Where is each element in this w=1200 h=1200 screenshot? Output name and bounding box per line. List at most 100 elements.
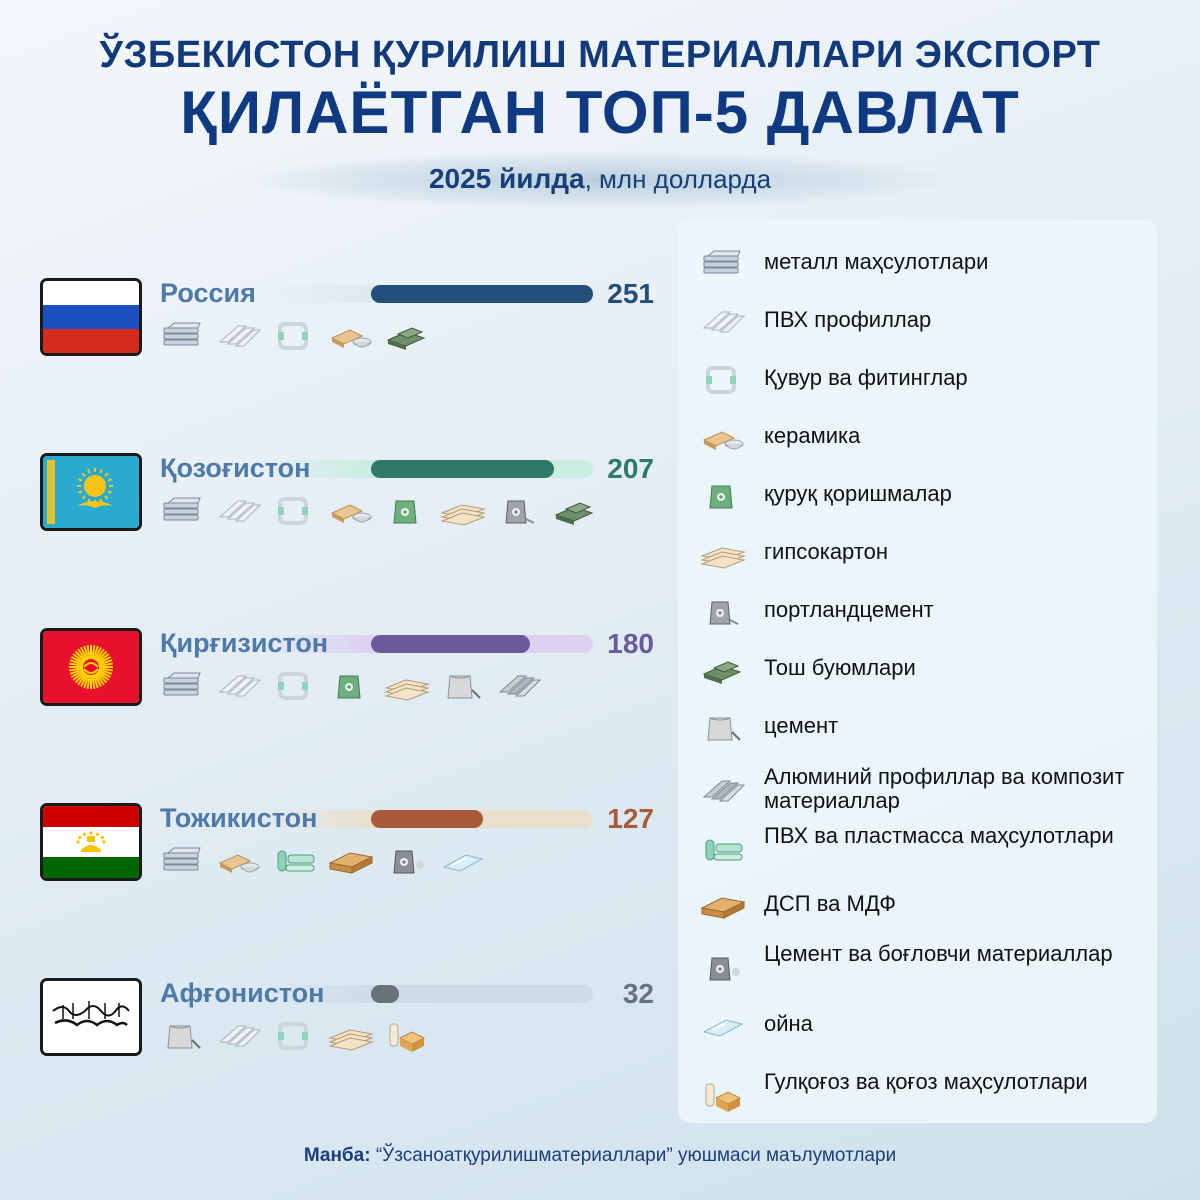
tajikistan-flag-image (43, 806, 139, 878)
kazakhstan-flag (40, 453, 142, 531)
pvc-profile-icon (218, 500, 262, 522)
source-label: Манба: (303, 1145, 371, 1166)
cement-icon (167, 1025, 201, 1049)
legend-label: Алюминий профиллар ва композит материалл… (764, 764, 1125, 813)
subtitle-background (250, 152, 950, 208)
wallpaper-icon (389, 1023, 426, 1052)
value-label: 207 (607, 453, 654, 484)
bar (371, 635, 530, 653)
country-label: Россия (160, 278, 256, 308)
ceramics-icon (218, 854, 260, 873)
pipes-icon (278, 672, 308, 700)
country-label: Афғонистон (160, 978, 325, 1008)
chipboard-icon (328, 852, 374, 874)
legend-label: Гулқоғоз ва қоғоз маҳсулотлари (764, 1069, 1088, 1094)
chipboard-icon (700, 897, 746, 919)
kyrgyzstan-flag (40, 628, 142, 706)
legend-label: Цемент ва боғловчи материаллар (764, 941, 1113, 966)
legend-panel: металл маҳсулотлари ПВХ профиллар Қувур ва… (678, 220, 1157, 1123)
pipes-icon (278, 1022, 308, 1050)
subtitle-unit: , млн долларда (584, 164, 772, 194)
country-row: Қозоғистон 207 (40, 453, 680, 573)
dry-mix-icon (393, 500, 417, 524)
pvc-profile-icon (702, 311, 746, 333)
legend-label: портландцемент (764, 597, 934, 622)
value-label: 251 (607, 278, 654, 309)
country-label: Қирғизистон (160, 628, 329, 658)
russia-flag-image (43, 281, 139, 353)
pipes-icon (278, 497, 308, 525)
cement-icon (707, 717, 741, 741)
source-text: “Ўзсаноатқурилишматериаллари” уюшмаси ма… (370, 1145, 897, 1166)
ceramics-icon (702, 431, 744, 450)
aluminium-icon (498, 675, 542, 697)
country-label: Қозоғистон (160, 453, 311, 483)
pvc-profile-icon (218, 675, 262, 697)
stone-icon (554, 502, 594, 525)
binders-icon (709, 957, 740, 981)
cement-icon (447, 675, 481, 699)
pvc-profile-icon (218, 1025, 262, 1047)
legend-label: гипсокартон (764, 539, 889, 564)
country-row: Тожикистон 127 (40, 803, 680, 923)
metal-icon (703, 250, 741, 274)
legend-label: ПВХ ва пластмасса маҳсулотлари (764, 823, 1114, 848)
value-label: 127 (607, 803, 654, 834)
bar (371, 810, 483, 828)
dry-mix-icon (709, 485, 733, 509)
legend-label: металл маҳсулотлари (764, 249, 989, 274)
drywall-icon (328, 1029, 374, 1051)
value-label: 180 (607, 628, 654, 659)
ceramics-icon (330, 329, 372, 348)
bar-track (260, 985, 593, 1003)
metal-icon (163, 497, 201, 521)
country-row: Қирғизистон 180 (40, 628, 680, 748)
glass-icon (702, 1019, 744, 1037)
subtitle-year: 2025 йилда (428, 163, 585, 194)
metal-icon (163, 322, 201, 346)
legend-label: ДСП ва МДФ (764, 891, 896, 916)
bar (371, 460, 554, 478)
subtitle: 2025 йилда, млн долларда (0, 163, 1200, 195)
title-line-2: ҚИЛАЁТГАН ТОП-5 ДАВЛАТ (180, 79, 1020, 146)
pvc-profile-icon (218, 325, 262, 347)
legend-label: Тош буюмлари (764, 655, 916, 680)
kyrgyzstan-flag-image (43, 631, 139, 703)
wallpaper-icon (705, 1083, 742, 1112)
tajikistan-flag (40, 803, 142, 881)
drywall-icon (440, 504, 486, 526)
country-row: Афғонистон 32 (40, 978, 680, 1098)
legend-label: ПВХ профиллар (764, 307, 932, 332)
aluminium-icon (702, 780, 746, 802)
russia-flag (40, 278, 142, 356)
legend-label: керамика (764, 423, 861, 448)
country-row: Россия 251 (40, 278, 680, 398)
kazakhstan-flag-image (43, 456, 139, 528)
source-note: Манба: “Ўзсаноатқурилишматериаллари” уюш… (0, 1145, 1200, 1167)
pipes-icon (706, 366, 736, 394)
metal-icon (163, 672, 201, 696)
binders-icon (393, 850, 424, 874)
title-line-1: ЎЗБЕКИСТОН ҚУРИЛИШ МАТЕРИАЛЛАРИ ЭКСПОРТ (99, 34, 1101, 76)
metal-icon (163, 847, 201, 871)
dry-mix-icon (337, 675, 361, 699)
portland-cement-icon (505, 500, 535, 524)
drywall-icon (700, 547, 746, 569)
glass-icon (442, 854, 484, 872)
country-label: Тожикистон (160, 803, 318, 833)
ceramics-icon (330, 504, 372, 523)
bar (371, 985, 399, 1003)
legend-label: Қувур ва фитинглар (764, 365, 968, 390)
legend-label: қуруқ қоришмалар (764, 481, 952, 506)
pipes-icon (278, 322, 308, 350)
afghanistan-flag (40, 978, 142, 1056)
portland-cement-icon (709, 601, 739, 625)
plastic-icon (277, 850, 315, 872)
drywall-icon (384, 679, 430, 701)
stone-icon (702, 661, 742, 684)
value-label: 32 (622, 978, 654, 1009)
afghanistan-flag-image (43, 981, 139, 1053)
legend-label: ойна (764, 1011, 813, 1036)
stone-icon (386, 327, 426, 350)
bar (371, 285, 593, 303)
